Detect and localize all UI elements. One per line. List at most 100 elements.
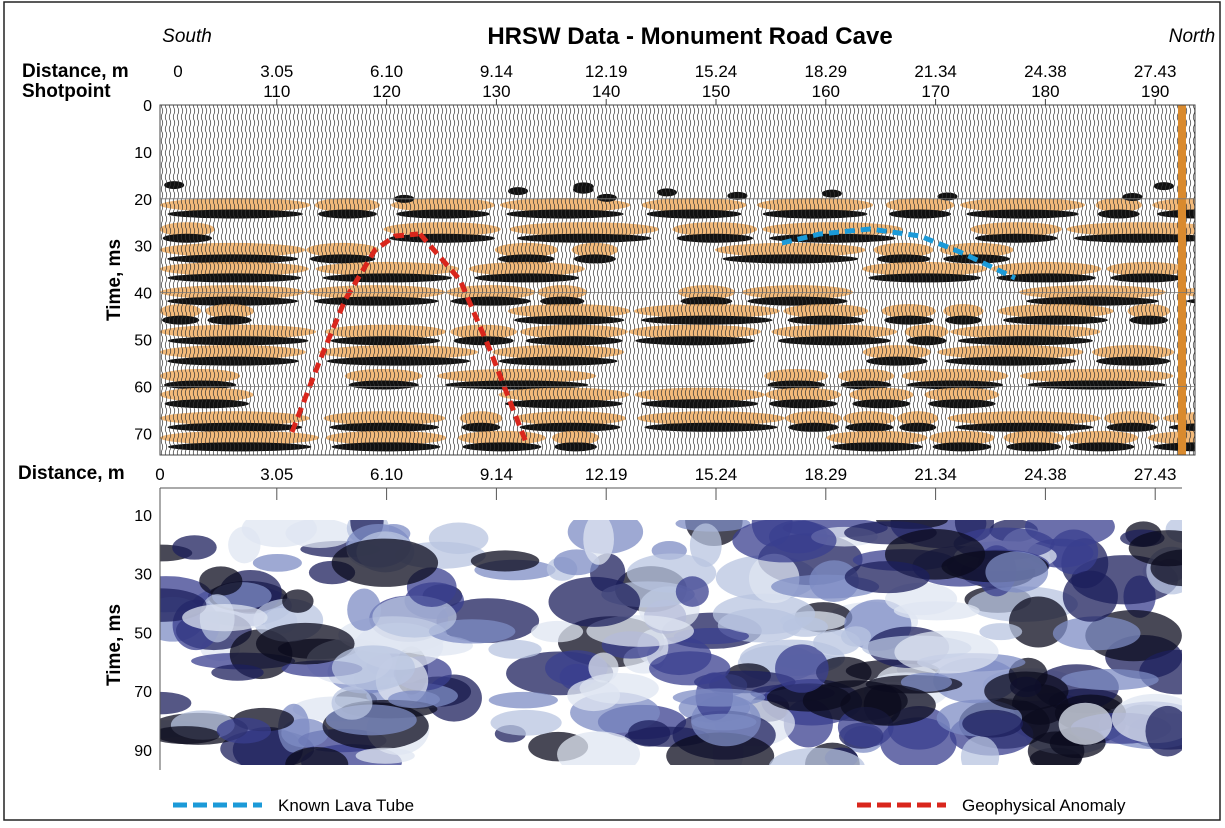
shotpoint-tick-label: 180 — [1031, 82, 1059, 101]
y-tick-label: 50 — [134, 625, 152, 642]
x-tick-label: 9.14 — [480, 62, 513, 81]
x-tick-label: 9.14 — [480, 465, 513, 484]
x-tick-label: 18.29 — [805, 465, 848, 484]
velocity-blob — [894, 631, 998, 674]
velocity-blob — [588, 652, 618, 682]
velocity-blob — [388, 691, 440, 709]
velocity-blob — [471, 550, 539, 571]
velocity-blob — [282, 589, 313, 613]
velocity-blob — [813, 630, 860, 655]
shotpoint-tick-label: 130 — [482, 82, 510, 101]
y-tick-label: 70 — [134, 684, 152, 701]
x-tick-label: 15.24 — [695, 465, 738, 484]
velocity-blob — [150, 726, 220, 744]
time-label: Time, ms — [104, 239, 125, 321]
x-tick-label: 3.05 — [260, 465, 293, 484]
velocity-blob — [182, 604, 267, 631]
velocity-blob — [961, 736, 999, 778]
shotpoint-tick-label: 170 — [921, 82, 949, 101]
x-tick-label: 21.34 — [914, 62, 957, 81]
velocity-blob — [217, 718, 271, 744]
title: HRSW Data - Monument Road Cave — [487, 23, 892, 50]
x-tick-label: 0 — [173, 62, 182, 81]
velocity-blob — [1053, 616, 1141, 650]
shotpoint-tick-label: 110 — [263, 82, 290, 101]
velocity-blob — [1061, 669, 1159, 690]
velocity-blob — [356, 748, 415, 764]
shotpoint-label: Shotpoint — [22, 81, 111, 102]
velocity-blob — [488, 640, 541, 659]
velocity-blob — [845, 561, 930, 593]
x-tick-label: 6.10 — [370, 62, 403, 81]
velocity-blob — [691, 714, 756, 731]
velocity-blob — [580, 673, 659, 704]
shotpoint-tick-label: 190 — [1141, 82, 1169, 101]
x-tick-label: 3.05 — [260, 62, 293, 81]
x-tick-label: 0 — [155, 465, 164, 484]
velocity-blob — [172, 535, 217, 559]
y-tick-label: 40 — [134, 286, 152, 303]
y-tick-label: 90 — [134, 743, 152, 760]
velocity-blob — [199, 566, 242, 595]
velocity-blob — [985, 551, 1048, 592]
y-tick-label: 10 — [134, 508, 152, 525]
y-tick-label: 30 — [134, 567, 152, 584]
velocity-blob — [840, 684, 935, 725]
y-tick-label: 60 — [134, 379, 152, 396]
velocity-blob — [1059, 703, 1112, 745]
x-tick-label: 18.29 — [805, 62, 848, 81]
shotpoint-tick-label: 140 — [592, 82, 620, 101]
time-label: Time, ms — [104, 604, 125, 686]
velocity-blob — [332, 686, 373, 719]
velocity-blob — [491, 710, 562, 736]
y-tick-label: 10 — [134, 145, 152, 162]
x-tick-label: 15.24 — [695, 62, 738, 81]
x-tick-label: 24.38 — [1024, 62, 1067, 81]
seismic-panel — [160, 105, 1225, 455]
y-tick-label: 50 — [134, 333, 152, 350]
legend-label: Known Lava Tube — [278, 796, 414, 815]
velocity-blob — [549, 577, 641, 627]
x-tick-label: 12.19 — [585, 62, 628, 81]
distance-label: Distance, m — [22, 61, 129, 82]
velocity-blob — [489, 692, 558, 708]
x-tick-label: 24.38 — [1024, 465, 1067, 484]
velocity-blob — [285, 747, 348, 781]
x-tick-label: 6.10 — [370, 465, 403, 484]
x-tick-label: 27.43 — [1134, 465, 1177, 484]
south-label: South — [162, 26, 212, 47]
velocity-blob — [242, 510, 317, 547]
velocity-blob — [676, 576, 709, 607]
x-tick-label: 21.34 — [914, 465, 957, 484]
velocity-blob — [583, 513, 614, 564]
x-tick-label: 27.43 — [1134, 62, 1177, 81]
x-tick-label: 12.19 — [585, 465, 628, 484]
velocity-blob — [769, 748, 865, 787]
y-tick-label: 30 — [134, 239, 152, 256]
legend-label: Geophysical Anomaly — [962, 796, 1126, 815]
velocity-blob — [332, 539, 438, 587]
velocity-blob — [979, 623, 1022, 640]
velocity-blob — [1129, 530, 1208, 566]
shotpoint-tick-label: 160 — [812, 82, 840, 101]
y-tick-label: 0 — [143, 98, 152, 115]
y-tick-label: 20 — [134, 192, 152, 209]
distance-label: Distance, m — [18, 463, 125, 484]
velocity-blob — [253, 554, 302, 572]
velocity-blob — [984, 671, 1068, 710]
velocity-blob — [1145, 706, 1189, 757]
velocity-blob — [732, 518, 836, 562]
velocity-blob — [962, 710, 1023, 738]
shotpoint-tick-label: 120 — [372, 82, 400, 101]
north-label: North — [1169, 26, 1215, 47]
velocity-blob — [557, 731, 640, 777]
y-tick-label: 70 — [134, 426, 152, 443]
velocity-blob — [673, 688, 766, 706]
shotpoint-tick-label: 150 — [702, 82, 730, 101]
velocity-blob — [1063, 571, 1118, 622]
velocity-blob — [628, 720, 670, 747]
velocity-blob — [1139, 650, 1216, 695]
velocity-blob — [332, 645, 415, 690]
velocity-blob — [211, 664, 263, 680]
velocity-panel — [112, 495, 1224, 786]
